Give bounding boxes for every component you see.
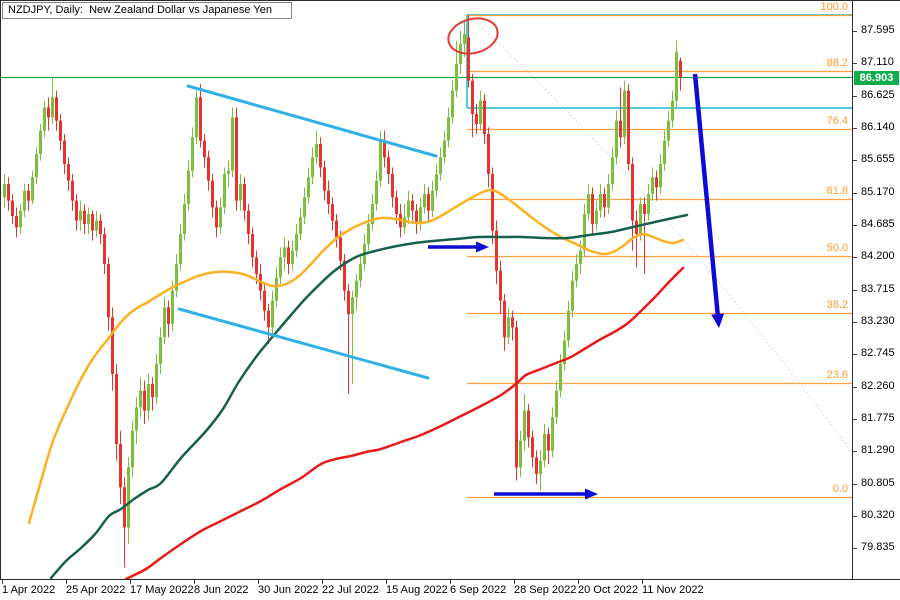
date-tick xyxy=(450,580,451,584)
ma-gold-line xyxy=(27,188,685,525)
price-tick xyxy=(853,31,857,32)
price-tick xyxy=(853,193,857,194)
ma-red-line xyxy=(124,266,685,579)
price-tick xyxy=(853,387,857,388)
price-tick xyxy=(853,128,857,129)
candles xyxy=(3,14,682,568)
price-tick xyxy=(853,160,857,161)
date-tick xyxy=(2,580,3,584)
price-label: 84.200 xyxy=(861,250,895,262)
price-tick xyxy=(853,96,857,97)
price-label: 87.110 xyxy=(861,56,894,68)
price-tick xyxy=(853,548,857,549)
price-axis[interactable]: 87.595 87.110 86.625 86.140 85.655 85.170 84.6… xyxy=(852,1,900,579)
current-price-badge: 86.903 xyxy=(854,71,899,85)
date-label: 22 Jul 2022 xyxy=(322,584,379,596)
cyan-rectangle xyxy=(466,14,853,109)
price-label: 81.290 xyxy=(861,444,895,456)
date-label: 15 Aug 2022 xyxy=(386,584,448,596)
price-tick xyxy=(853,451,857,452)
date-label: 30 Jun 2022 xyxy=(258,584,319,596)
fib-level-label: 23.6 xyxy=(826,368,848,381)
ma-teal-line xyxy=(49,213,689,579)
date-label: 17 May 2022 xyxy=(130,584,194,596)
price-label: 83.230 xyxy=(861,315,895,327)
date-tick xyxy=(194,580,195,584)
fib-level-label: 88.2 xyxy=(826,56,848,69)
price-tick xyxy=(853,354,857,355)
price-tick xyxy=(853,63,857,64)
date-label: 25 Apr 2022 xyxy=(66,584,126,596)
price-tick xyxy=(853,516,857,517)
fib-level-label: 100.0 xyxy=(820,0,848,13)
date-tick xyxy=(258,580,259,584)
projection-dotted-line xyxy=(466,14,853,455)
candlestick-chart[interactable] xyxy=(1,1,853,579)
fib-level-label: 76.4 xyxy=(826,114,848,127)
price-label: 82.260 xyxy=(861,380,895,392)
price-label: 86.625 xyxy=(861,89,895,101)
date-label: 8 Jun 2022 xyxy=(194,584,249,596)
price-label: 86.140 xyxy=(861,121,895,133)
lower-channel-line xyxy=(177,307,430,380)
blue-arrow xyxy=(428,241,489,253)
fib-level-label: 50.0 xyxy=(826,241,848,254)
price-tick xyxy=(853,322,857,323)
price-label: 84.685 xyxy=(861,218,895,230)
peak-highlight-ellipse xyxy=(447,17,499,55)
date-tick xyxy=(322,580,323,584)
price-tick xyxy=(853,419,857,420)
date-tick xyxy=(578,580,579,584)
fib-level-label: 38.2 xyxy=(826,298,848,311)
date-tick xyxy=(130,580,131,584)
time-axis[interactable]: 1 Apr 2022 25 Apr 2022 17 May 2022 8 Jun 20… xyxy=(0,579,900,600)
fib-level-label: 0.0 xyxy=(832,482,848,495)
price-label: 82.745 xyxy=(861,347,895,359)
fib-level-label: 61.8 xyxy=(826,184,848,197)
date-label: 20 Oct 2022 xyxy=(578,584,638,596)
price-label: 80.320 xyxy=(861,509,895,521)
price-label: 80.805 xyxy=(861,477,895,489)
price-tick xyxy=(853,225,857,226)
date-label: 11 Nov 2022 xyxy=(642,584,704,596)
price-label: 85.170 xyxy=(861,186,895,198)
chart-plot-area[interactable]: NZDJPY, Daily: New Zealand Dollar vs Jap… xyxy=(0,0,853,579)
price-tick xyxy=(853,484,857,485)
date-tick xyxy=(642,580,643,584)
price-label: 81.775 xyxy=(861,412,895,424)
date-tick xyxy=(66,580,67,584)
date-label: 6 Sep 2022 xyxy=(450,584,507,596)
blue-arrow xyxy=(494,488,598,500)
date-label: 28 Sep 2022 xyxy=(514,584,577,596)
date-tick xyxy=(514,580,515,584)
chart-title: NZDJPY, Daily: New Zealand Dollar vs Jap… xyxy=(2,2,292,19)
price-label: 85.655 xyxy=(861,153,895,165)
price-label: 87.595 xyxy=(861,24,895,36)
blue-arrow xyxy=(692,73,725,328)
date-label: 1 Apr 2022 xyxy=(2,584,56,596)
upper-channel-line xyxy=(186,84,438,158)
date-tick xyxy=(386,580,387,584)
price-label: 83.715 xyxy=(861,283,895,295)
fibonacci-retracement-lines xyxy=(467,14,853,499)
price-label: 79.835 xyxy=(861,541,895,553)
price-tick xyxy=(853,290,857,291)
price-tick xyxy=(853,257,857,258)
